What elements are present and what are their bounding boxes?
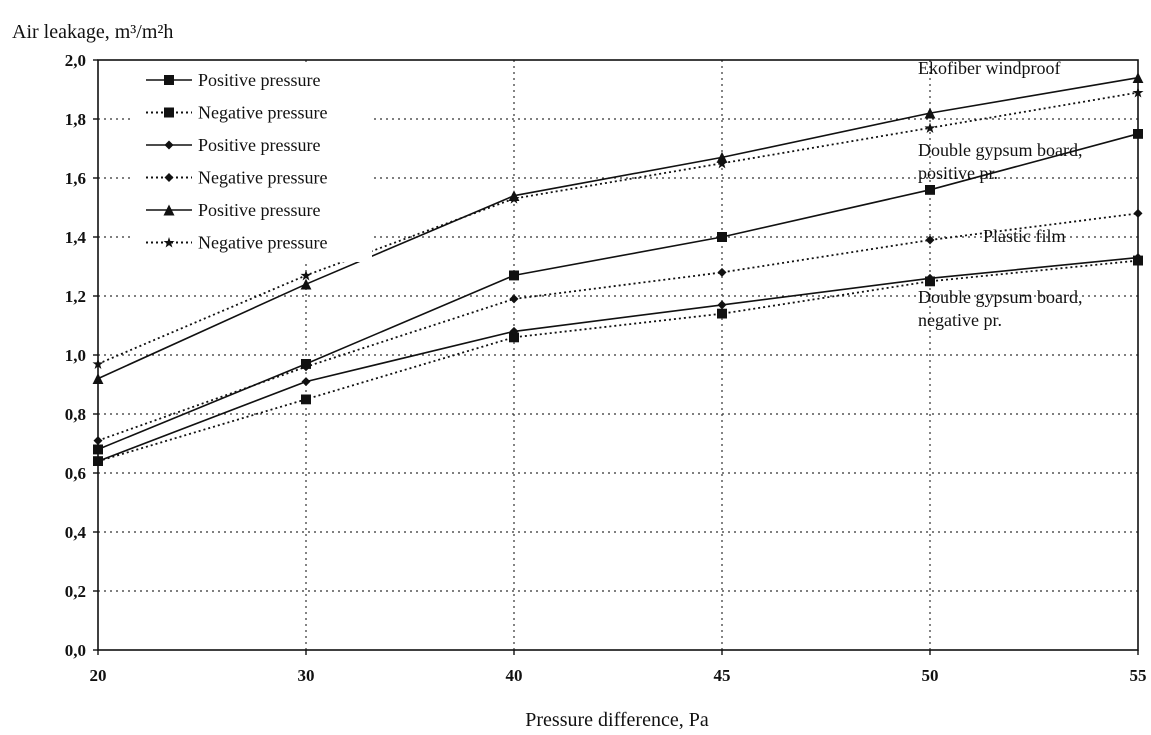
y-axis-title: Air leakage, m³/m²h (12, 21, 173, 43)
legend-label: Positive pressure (198, 70, 320, 90)
y-tick-label: 1,0 (65, 346, 86, 365)
x-tick-label: 45 (714, 666, 731, 685)
legend: Positive pressure Negative pressure Positi… (132, 66, 372, 262)
annotation-label: positive pr. (918, 163, 998, 183)
annotation-label: Double gypsum board, (918, 140, 1082, 160)
x-tick-label: 40 (506, 666, 523, 685)
annotations: Ekofiber windproof Double gypsum board, po… (918, 58, 1082, 330)
y-tick-label: 1,6 (65, 169, 86, 188)
x-tick-label: 20 (90, 666, 107, 685)
legend-label: Positive pressure (198, 200, 320, 220)
legend-label: Negative pressure (198, 168, 327, 188)
legend-label: Negative pressure (198, 233, 327, 253)
x-axis-title: Pressure difference, Pa (525, 709, 709, 731)
annotation-label: negative pr. (918, 310, 1002, 330)
legend-label: Positive pressure (198, 135, 320, 155)
y-tick-label: 0,6 (65, 464, 86, 483)
y-tick-label: 0,4 (65, 523, 87, 542)
y-tick-label: 1,2 (65, 287, 86, 306)
series-lines (92, 72, 1144, 467)
legend-label: Negative pressure (198, 103, 327, 123)
x-tick-label: 30 (298, 666, 315, 685)
annotation-label: Ekofiber windproof (918, 58, 1060, 78)
y-tick-label: 0,2 (65, 582, 86, 601)
y-tick-label: 0,8 (65, 405, 86, 424)
y-tick-label: 2,0 (65, 51, 86, 70)
annotation-label: Plastic film (983, 226, 1066, 246)
annotation-label: Double gypsum board, (918, 287, 1082, 307)
y-tick-label: 1,8 (65, 110, 86, 129)
y-tick-label: 1,4 (65, 228, 87, 247)
y-tick-label: 0,0 (65, 641, 86, 660)
tick-labels: 0,0 0,2 0,4 0,6 0,8 1,0 1,2 1,4 1,6 1,8 2,0 20 30 40 4… (65, 51, 1147, 685)
legend-background (132, 66, 372, 262)
x-tick-label: 50 (922, 666, 939, 685)
x-tick-label: 55 (1130, 666, 1147, 685)
